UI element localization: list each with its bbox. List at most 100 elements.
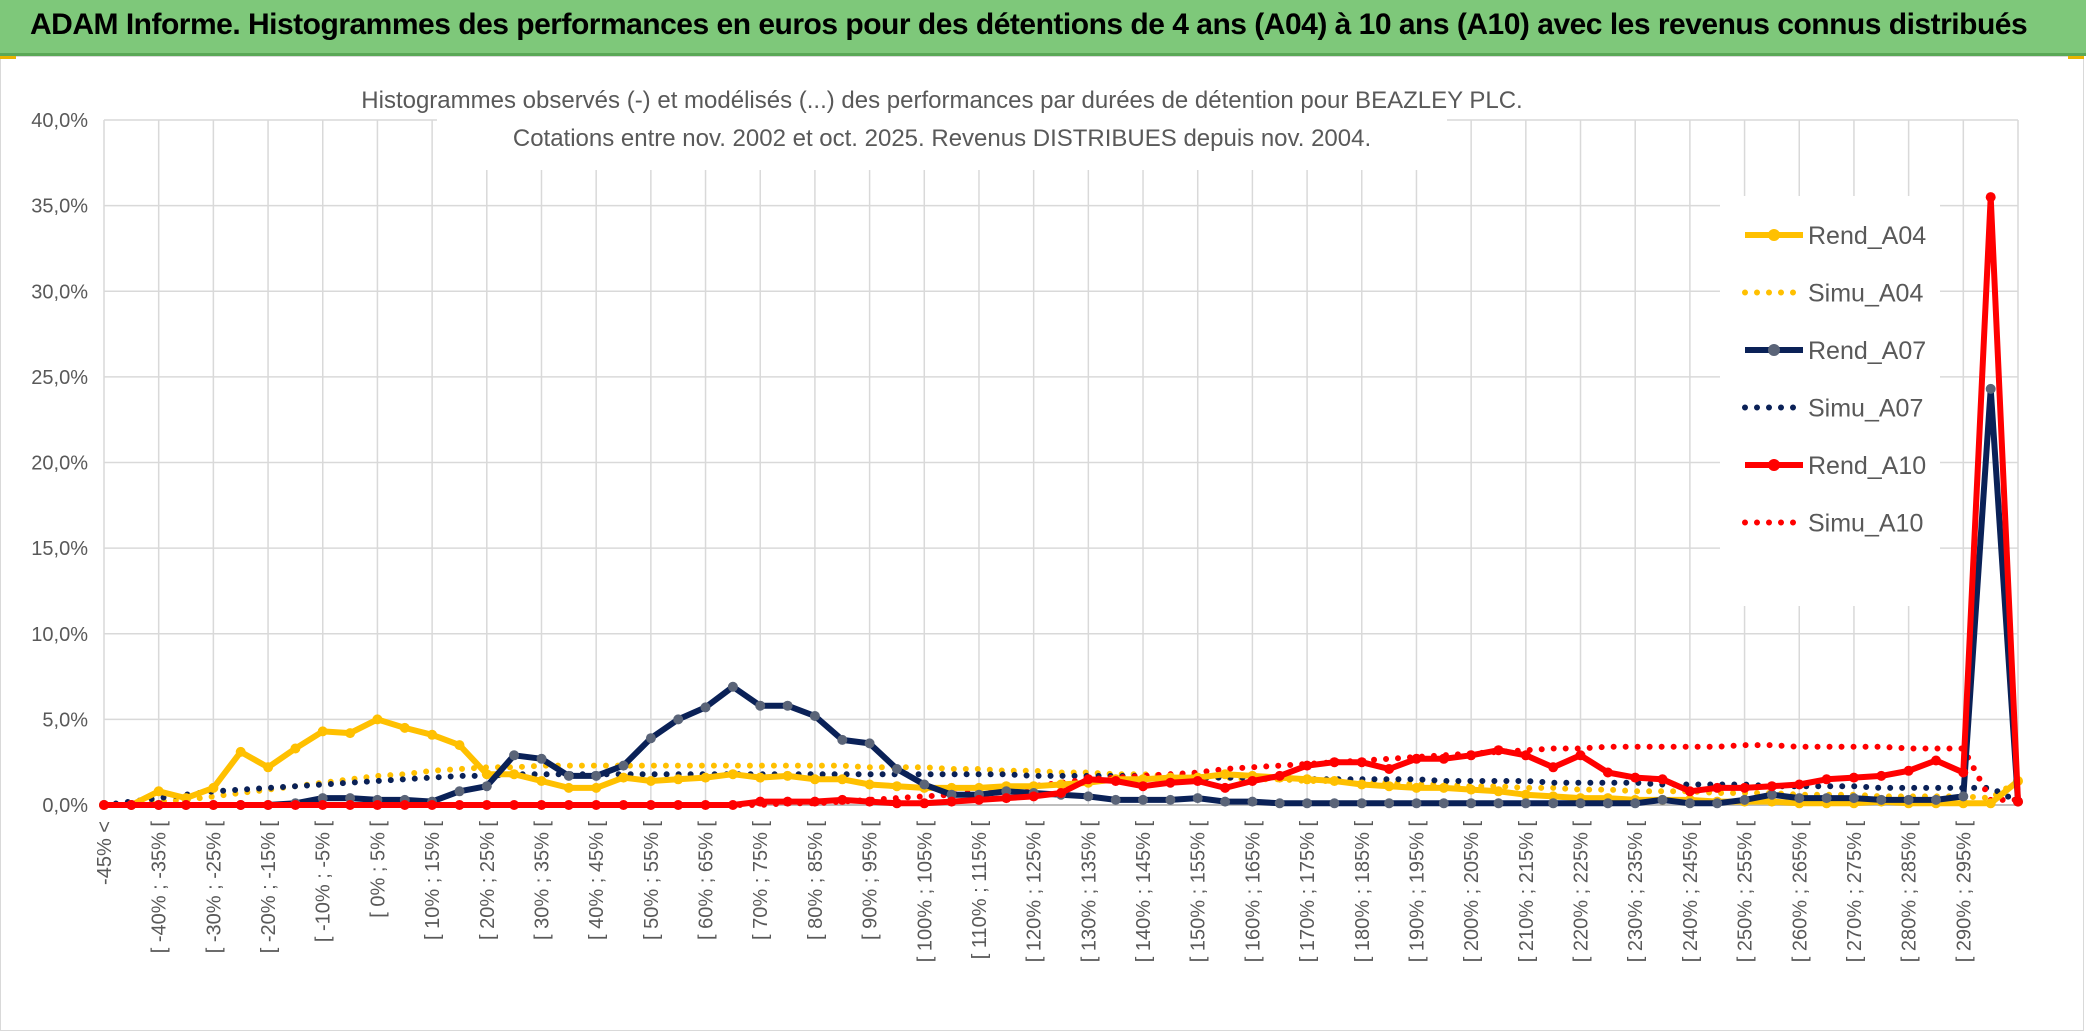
data-point bbox=[1356, 798, 1367, 809]
data-point bbox=[809, 711, 820, 721]
data-point bbox=[700, 702, 711, 713]
data-point bbox=[755, 772, 766, 783]
x-tick-label: [ 160% ; 165% [ bbox=[1242, 821, 1264, 963]
x-tick-label: [ 20% ; 25% [ bbox=[477, 821, 499, 940]
data-point bbox=[1411, 798, 1422, 809]
data-point bbox=[1438, 782, 1449, 793]
data-point bbox=[946, 789, 957, 800]
data-point bbox=[1438, 753, 1449, 764]
data-point bbox=[809, 774, 820, 785]
data-point bbox=[1083, 791, 1094, 802]
data-point bbox=[427, 800, 438, 810]
legend-marker bbox=[1768, 459, 1780, 471]
data-point bbox=[891, 781, 902, 792]
series-line bbox=[101, 771, 2021, 808]
data-point bbox=[1384, 764, 1395, 774]
x-tick-label: [ 80% ; 85% [ bbox=[805, 821, 827, 940]
chart-title: Histogrammes observés (-) et modélisés (… bbox=[361, 87, 1522, 114]
data-point bbox=[1220, 782, 1231, 793]
frame-corner bbox=[2068, 56, 2084, 59]
data-point bbox=[481, 769, 492, 780]
data-point bbox=[1520, 789, 1531, 800]
data-point bbox=[864, 779, 875, 790]
legend-label: Simu_A04 bbox=[1808, 280, 1923, 308]
legend-label: Simu_A07 bbox=[1808, 395, 1923, 423]
data-point bbox=[317, 726, 328, 737]
data-point bbox=[1220, 769, 1231, 780]
data-point bbox=[563, 782, 574, 793]
data-point bbox=[1329, 776, 1340, 786]
data-point bbox=[782, 700, 793, 711]
data-point bbox=[263, 800, 274, 810]
data-point bbox=[1958, 767, 1969, 778]
data-point bbox=[536, 776, 547, 786]
data-point bbox=[755, 700, 766, 711]
data-point bbox=[1931, 755, 1941, 766]
data-point bbox=[591, 782, 602, 793]
data-point bbox=[99, 800, 109, 810]
data-point bbox=[317, 800, 328, 810]
data-point bbox=[1548, 762, 1559, 773]
data-point bbox=[536, 800, 547, 810]
data-point bbox=[618, 760, 629, 771]
data-point bbox=[454, 786, 465, 797]
x-tick-label: [ 280% ; 285% [ bbox=[1899, 821, 1921, 963]
data-point bbox=[1712, 782, 1723, 793]
data-point bbox=[645, 733, 656, 744]
legend-item-rend_a10: Rend_A10 bbox=[1745, 452, 1926, 480]
x-tick-label: [ 130% ; 135% [ bbox=[1078, 821, 1100, 963]
data-point bbox=[673, 714, 684, 725]
data-point bbox=[1876, 770, 1887, 781]
data-point bbox=[290, 743, 301, 754]
legend: Rend_A04 Simu_A04 Rend_A07 Simu_A07 Rend_A10… bbox=[1742, 222, 1926, 538]
data-point bbox=[1056, 788, 1066, 798]
x-tick-label: [ 210% ; 215% [ bbox=[1516, 821, 1538, 963]
data-point bbox=[263, 762, 274, 773]
data-point bbox=[1493, 786, 1504, 797]
data-point bbox=[1438, 798, 1449, 809]
data-point bbox=[345, 793, 356, 804]
x-tick-label: [ 220% ; 225% [ bbox=[1571, 821, 1593, 963]
data-point bbox=[1192, 776, 1203, 786]
data-point bbox=[1848, 793, 1859, 804]
data-point bbox=[208, 800, 219, 810]
x-tick-label: [ 140% ; 145% [ bbox=[1133, 821, 1155, 963]
data-point bbox=[1766, 781, 1777, 792]
data-point bbox=[509, 800, 520, 810]
data-point bbox=[1848, 772, 1859, 783]
x-tick-label: [ 180% ; 185% [ bbox=[1352, 821, 1374, 963]
data-point bbox=[1247, 796, 1258, 807]
x-tick-label: [ 10% ; 15% [ bbox=[422, 821, 444, 940]
data-point bbox=[1466, 784, 1477, 795]
data-point bbox=[1575, 798, 1586, 809]
data-point bbox=[1493, 745, 1504, 756]
data-point bbox=[1794, 779, 1805, 790]
x-tick-label: [ 40% ; 45% [ bbox=[586, 821, 608, 940]
header-banner: ADAM Informe. Histogrammes des performan… bbox=[0, 0, 2086, 56]
data-point bbox=[1056, 779, 1066, 790]
data-point bbox=[181, 800, 191, 810]
data-point bbox=[1329, 798, 1340, 809]
data-point bbox=[700, 772, 711, 783]
data-point bbox=[563, 800, 574, 810]
data-point bbox=[1138, 781, 1148, 792]
data-point bbox=[1684, 798, 1695, 809]
legend-label: Rend_A04 bbox=[1808, 222, 1926, 250]
data-point bbox=[591, 800, 602, 810]
data-point bbox=[235, 746, 246, 757]
legend-background bbox=[1720, 196, 1940, 606]
data-point bbox=[1274, 798, 1285, 809]
data-point bbox=[946, 796, 957, 807]
data-point bbox=[345, 728, 356, 739]
data-point bbox=[1985, 192, 1996, 203]
data-point bbox=[208, 782, 219, 793]
data-point bbox=[782, 796, 793, 807]
x-axis: -45% < [ -40% ; -35% [[ -30% ; -25% [[ -2… bbox=[94, 804, 2018, 963]
y-tick-label: 40,0% bbox=[31, 110, 88, 132]
data-point bbox=[809, 796, 820, 807]
data-point bbox=[399, 800, 410, 810]
x-tick-label: [ 50% ; 55% [ bbox=[641, 821, 663, 940]
x-tick-label: [ 0% ; 5% [ bbox=[367, 821, 389, 918]
series-layer bbox=[99, 192, 2023, 810]
data-point bbox=[1110, 794, 1121, 805]
